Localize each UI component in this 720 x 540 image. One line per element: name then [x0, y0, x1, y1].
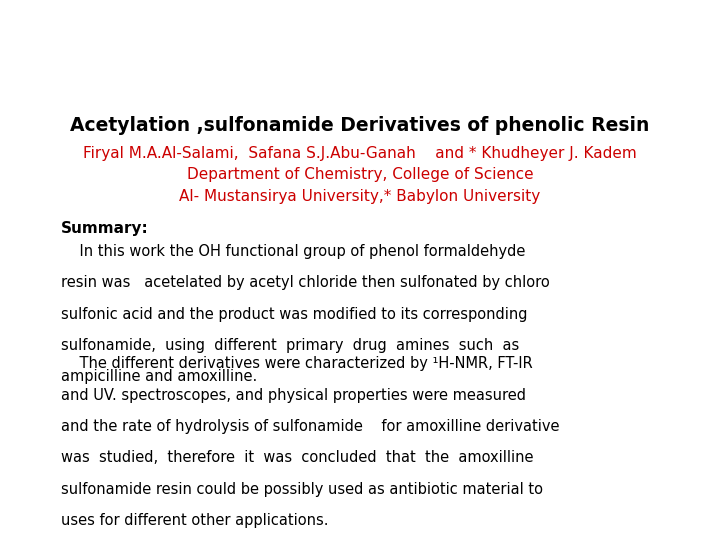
Text: Firyal M.A.Al-Salami,  Safana S.J.Abu-Ganah    and * Khudheyer J. Kadem: Firyal M.A.Al-Salami, Safana S.J.Abu-Gan…	[83, 146, 637, 161]
Text: In this work the OH functional group of phenol formaldehyde: In this work the OH functional group of …	[61, 244, 526, 259]
Text: ampicilline and amoxilline.: ampicilline and amoxilline.	[61, 369, 258, 384]
Text: sulfonamide resin could be possibly used as antibiotic material to: sulfonamide resin could be possibly used…	[61, 482, 543, 497]
Text: was  studied,  therefore  it  was  concluded  that  the  amoxilline: was studied, therefore it was concluded …	[61, 450, 534, 465]
Text: sulfonic acid and the product was modified to its corresponding: sulfonic acid and the product was modifi…	[61, 307, 528, 322]
Text: and UV. spectroscopes, and physical properties were measured: and UV. spectroscopes, and physical prop…	[61, 388, 526, 403]
Text: Summary:: Summary:	[61, 221, 149, 237]
Text: sulfonamide,  using  different  primary  drug  amines  such  as: sulfonamide, using different primary dru…	[61, 338, 519, 353]
Text: The different derivatives were characterized by ¹H-NMR, FT-IR: The different derivatives were character…	[61, 356, 533, 372]
Text: and the rate of hydrolysis of sulfonamide    for amoxilline derivative: and the rate of hydrolysis of sulfonamid…	[61, 419, 559, 434]
Text: Department of Chemistry, College of Science: Department of Chemistry, College of Scie…	[186, 167, 534, 183]
Text: Al- Mustansirya University,* Babylon University: Al- Mustansirya University,* Babylon Uni…	[179, 189, 541, 204]
Text: uses for different other applications.: uses for different other applications.	[61, 513, 329, 528]
Text: Acetylation ,sulfonamide Derivatives of phenolic Resin: Acetylation ,sulfonamide Derivatives of …	[71, 116, 649, 135]
Text: resin was   acetelated by acetyl chloride then sulfonated by chloro: resin was acetelated by acetyl chloride …	[61, 275, 550, 291]
